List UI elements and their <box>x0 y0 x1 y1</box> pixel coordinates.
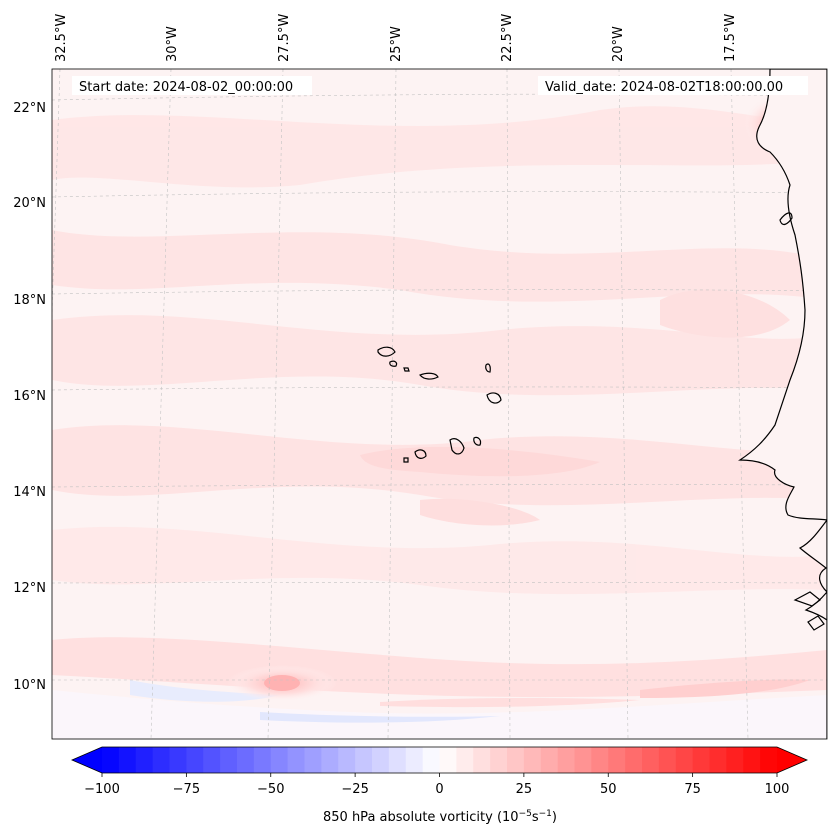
colorbar-cell <box>473 747 491 773</box>
colorbar-cell <box>355 747 373 773</box>
lat-label: 22°N <box>13 101 46 116</box>
colorbar-cell <box>405 747 424 773</box>
lon-label: 30°W <box>165 26 180 62</box>
colorbar-cells <box>102 747 778 773</box>
colorbar-tick-label: −100 <box>84 782 120 797</box>
colorbar-cell <box>422 747 441 773</box>
colorbar-cell <box>203 747 221 773</box>
start-date-label: Start date: 2024-08-02_00:00:00 <box>79 80 293 95</box>
southern-bands <box>52 637 827 739</box>
lon-label: 32.5°W <box>54 14 69 62</box>
colorbar-cell <box>152 747 171 773</box>
colorbar-cell <box>456 747 474 773</box>
colorbar-cell <box>270 747 289 773</box>
colorbar-tick-label: −50 <box>257 782 284 797</box>
colorbar-extend-max-arrow <box>777 747 807 773</box>
colorbar-cell <box>253 747 272 773</box>
lat-label: 14°N <box>13 485 46 500</box>
colorbar-cell <box>439 747 457 773</box>
colorbar-cell <box>743 747 761 773</box>
map-frame <box>51 68 828 740</box>
colorbar-cell <box>237 747 255 773</box>
colorbar-cell <box>490 747 508 773</box>
colorbar-cell <box>540 747 559 773</box>
colorbar-cell <box>186 747 204 773</box>
colorbar-cell <box>692 747 711 773</box>
lat-label: 16°N <box>13 389 46 404</box>
coastline <box>738 69 827 739</box>
lat-label: 12°N <box>13 581 46 596</box>
colorbar-cell <box>709 747 727 773</box>
colorbar-extend-min-arrow <box>72 747 102 773</box>
colorbar-cell <box>135 747 154 773</box>
colorbar-cell <box>642 747 660 773</box>
colorbar-cell <box>287 747 306 773</box>
colorbar-cell <box>557 747 576 773</box>
colorbar-cell <box>304 747 322 773</box>
start-date-box <box>72 76 312 95</box>
colorbar-ticks: −100 −75 −50 −25 0 25 50 75 100 <box>84 773 789 797</box>
colorbar-cell <box>726 747 744 773</box>
colorbar-tick-label: −25 <box>341 782 368 797</box>
colorbar-cell <box>338 747 356 773</box>
colorbar-cell <box>658 747 677 773</box>
colorbar-cell <box>169 747 187 773</box>
latitude-labels: 22°N 20°N 18°N 16°N 14°N 12°N 10°N <box>13 101 46 693</box>
colorbar-label: 850 hPa absolute vorticity (10−5s−1) <box>323 809 557 825</box>
colorbar-tick-label: 0 <box>435 782 443 797</box>
lon-label: 22.5°W <box>500 14 515 62</box>
lat-label: 18°N <box>13 293 46 308</box>
valid-date-label: Valid_date: 2024-08-02T18:00:00.00 <box>545 80 783 95</box>
longitude-labels: 32.5°W 30°W 27.5°W 25°W 22.5°W 20°W 17.5… <box>54 14 738 62</box>
valid-date-box <box>538 76 808 95</box>
colorbar-tick-label: 75 <box>684 782 701 797</box>
lon-label: 20°W <box>611 26 626 62</box>
colorbar-cell <box>574 747 592 773</box>
lon-label: 25°W <box>389 26 404 62</box>
colorbar-cell <box>321 747 339 773</box>
lat-label: 10°N <box>13 678 46 693</box>
colorbar-tick-label: 100 <box>765 782 790 797</box>
colorbar-cell <box>118 747 137 773</box>
colorbar-tick-label: 25 <box>516 782 533 797</box>
colorbar-cell <box>591 747 609 773</box>
colorbar-cell <box>675 747 694 773</box>
colorbar-cell <box>507 747 525 773</box>
colorbar-cell <box>388 747 407 773</box>
colorbar-cell <box>523 747 542 773</box>
cape-verde-islands <box>377 346 502 463</box>
vorticity-contours <box>52 106 827 595</box>
colorbar-tick-label: −75 <box>173 782 200 797</box>
lon-label: 17.5°W <box>723 14 738 62</box>
colorbar-cell <box>220 747 238 773</box>
colorbar-tick-label: 50 <box>600 782 617 797</box>
colorbar-cell <box>760 747 778 773</box>
colorbar-cell <box>608 747 626 773</box>
colorbar: −100 −75 −50 −25 0 25 50 75 100 850 hPa absolute… <box>70 746 809 825</box>
lon-label: 27.5°W <box>277 14 292 62</box>
colorbar-cell <box>625 747 643 773</box>
map-panel <box>52 69 827 739</box>
colorbar-cell <box>102 747 120 773</box>
lat-label: 20°N <box>13 196 46 211</box>
colorbar-cell <box>372 747 390 773</box>
